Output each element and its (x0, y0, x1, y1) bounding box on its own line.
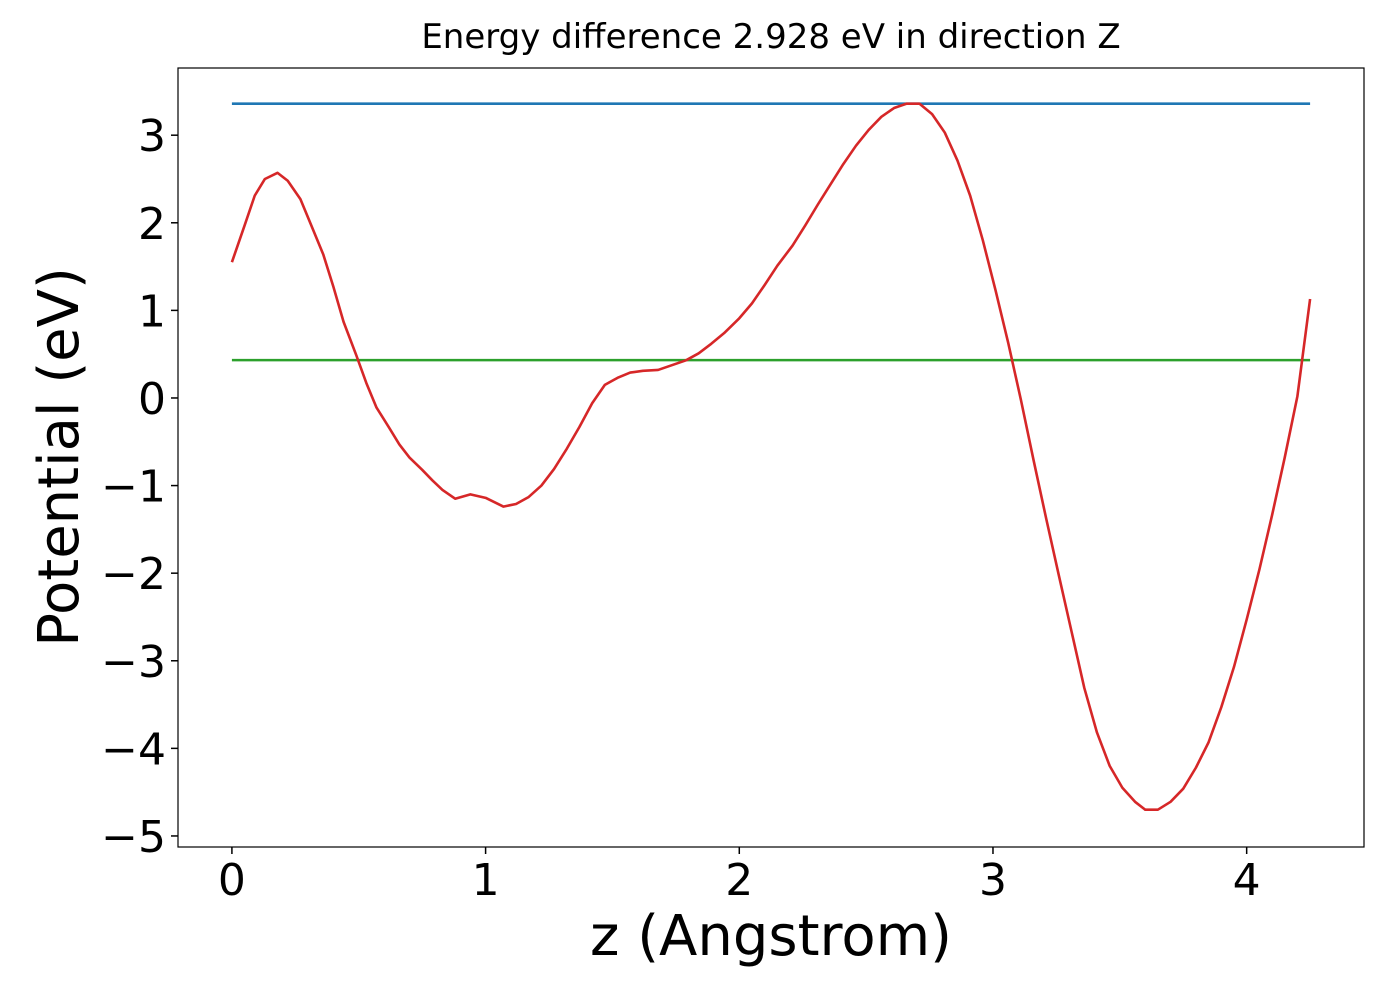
x-tick-label: 0 (218, 855, 246, 906)
x-tick-label: 2 (725, 855, 753, 906)
chart-title: Energy difference 2.928 eV in direction … (421, 17, 1120, 57)
x-tick-label: 1 (472, 855, 500, 906)
y-tick-label: −5 (101, 812, 166, 863)
y-tick-label: 1 (138, 286, 166, 337)
x-axis-label: z (Angstrom) (590, 904, 952, 969)
y-tick-label: 0 (138, 374, 166, 425)
x-tick-label: 4 (1233, 855, 1261, 906)
x-tick-label: 3 (979, 855, 1007, 906)
y-tick-label: −1 (101, 462, 166, 513)
y-tick-label: −4 (101, 724, 166, 775)
y-axis-label: Potential (eV) (27, 267, 92, 647)
y-tick-label: −3 (101, 637, 166, 688)
line-series (230, 102, 1312, 811)
y-tick-label: −2 (101, 549, 166, 600)
y-tick-label: 2 (138, 199, 166, 250)
y-tick-label: 3 (138, 111, 166, 162)
plot-frame (177, 67, 1365, 848)
